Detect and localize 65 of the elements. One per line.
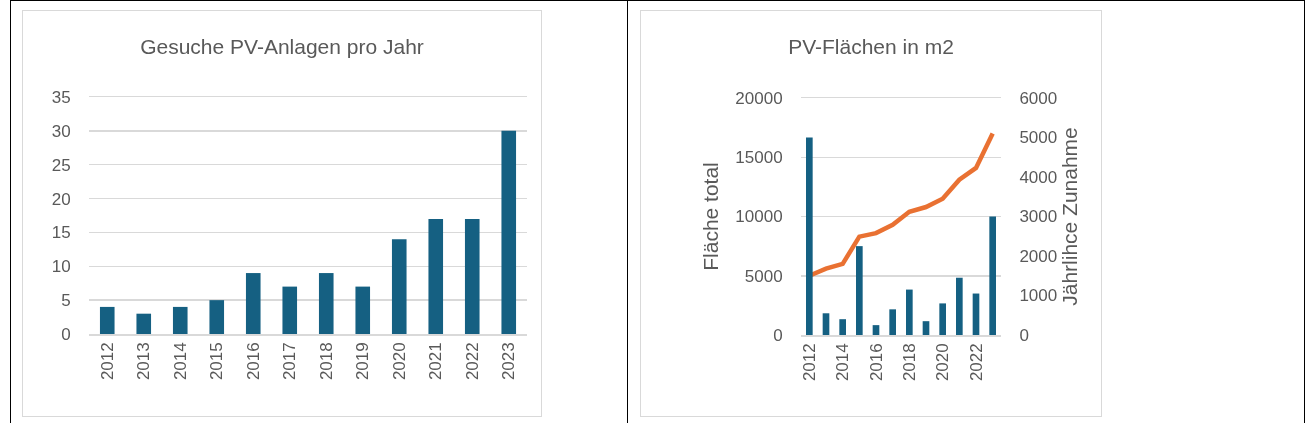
bar (839, 319, 846, 335)
y2-tick-label: 6000 (1019, 88, 1058, 108)
bar (922, 321, 930, 335)
bar (355, 286, 371, 334)
chart-title: Gesuche PV-Anlagen pro Jahr (140, 35, 424, 59)
bar (822, 313, 830, 335)
y2-tick-label: 0 (1019, 325, 1029, 345)
y-tick-label: 5000 (744, 266, 783, 286)
bar (464, 218, 480, 334)
chart-title: PV-Flächen in m2 (788, 35, 954, 59)
y-tick-label: 25 (51, 155, 71, 175)
bar (391, 239, 407, 334)
bar (989, 216, 996, 335)
x-tick-label: 2022 (462, 342, 482, 381)
bar (501, 130, 517, 334)
x-tick-label: 2014 (833, 343, 853, 382)
y-tick-label: 0 (773, 325, 783, 345)
bar (872, 325, 880, 335)
x-tick-label: 2022 (966, 343, 986, 382)
x-tick-label: 2015 (207, 342, 227, 381)
x-tick-label: 2018 (899, 343, 919, 382)
y2-tick-label: 3000 (1019, 207, 1058, 227)
x-tick-label: 2016 (243, 342, 263, 381)
bar (956, 277, 963, 335)
x-tick-label: 2012 (97, 342, 117, 381)
y-tick-label: 15000 (735, 148, 783, 168)
bar (245, 273, 261, 334)
x-tick-label: 2012 (799, 343, 819, 382)
bar (806, 137, 813, 335)
bar (939, 303, 946, 335)
bar (906, 289, 913, 335)
bar (172, 306, 188, 334)
x-tick-label: 2023 (499, 342, 519, 381)
y-tick-label: 20 (51, 189, 71, 209)
bar (856, 246, 863, 335)
x-tick-label: 2014 (170, 342, 190, 381)
y2-tick-label: 4000 (1019, 167, 1058, 187)
y-tick-label: 0 (61, 324, 71, 344)
y-tick-label: 35 (51, 87, 71, 107)
x-tick-label: 2018 (316, 342, 336, 381)
y-tick-label: 20000 (735, 88, 783, 108)
x-tick-label: 2020 (389, 342, 409, 381)
y2-axis-title: Jährlihce Zunahme (1058, 127, 1082, 306)
x-tick-label: 2021 (426, 342, 446, 381)
y-axis-title: Fläche total (699, 162, 723, 271)
y-tick-label: 10000 (735, 207, 783, 227)
bar (99, 306, 115, 334)
bar (318, 273, 334, 334)
y-tick-label: 15 (51, 223, 71, 243)
y-tick-label: 30 (51, 121, 71, 141)
bar (428, 218, 444, 334)
y2-tick-label: 1000 (1019, 286, 1058, 306)
x-tick-label: 2020 (933, 343, 953, 382)
bar (209, 300, 225, 334)
x-tick-label: 2016 (866, 343, 886, 382)
y-tick-label: 10 (51, 257, 71, 277)
x-tick-label: 2017 (280, 342, 300, 381)
bar (889, 309, 896, 335)
bar (136, 313, 152, 334)
y-tick-label: 5 (61, 291, 71, 311)
x-tick-label: 2019 (353, 342, 373, 381)
y2-tick-label: 5000 (1019, 128, 1058, 148)
y2-tick-label: 2000 (1019, 246, 1058, 266)
bar (282, 286, 298, 334)
x-tick-label: 2013 (134, 342, 154, 381)
